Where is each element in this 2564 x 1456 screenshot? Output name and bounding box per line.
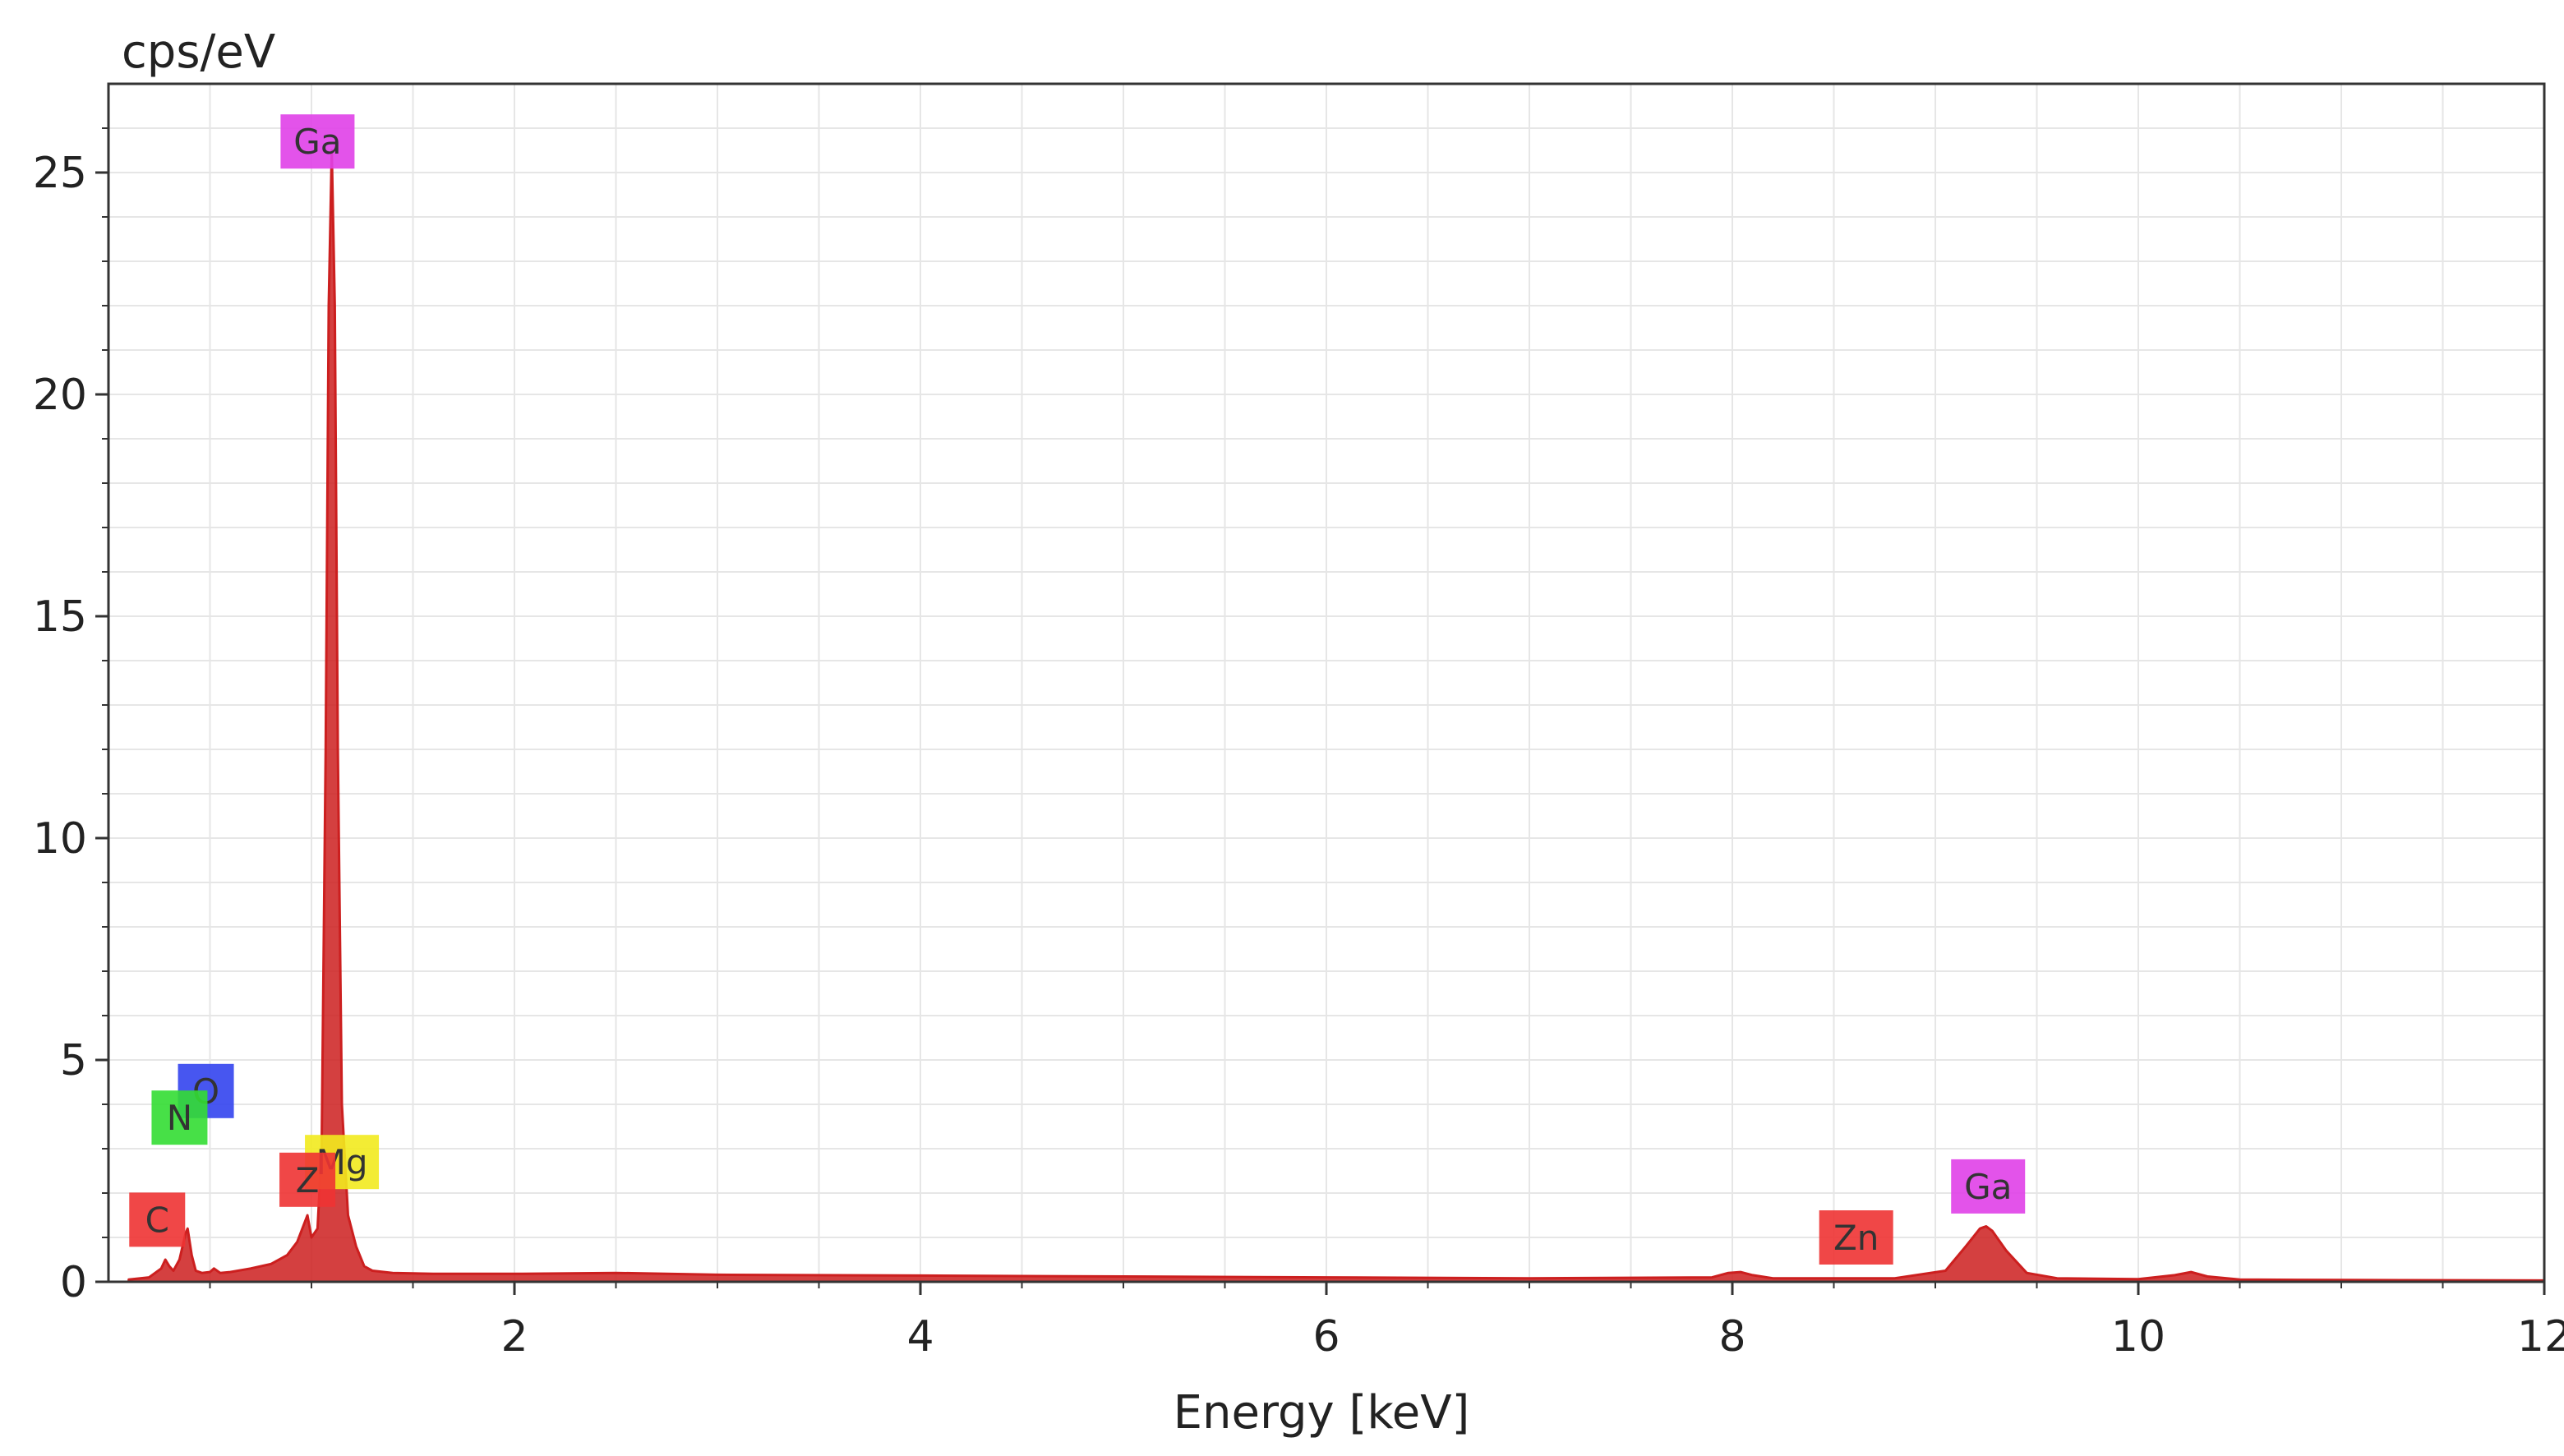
element-marker-label: C — [145, 1200, 169, 1240]
element-marker-label: Zn — [1833, 1218, 1879, 1258]
x-tick-label: 12 — [2517, 1312, 2564, 1362]
element-marker-c: C — [129, 1192, 186, 1247]
element-marker-ga: Ga — [280, 114, 355, 169]
y-tick-label: 0 — [60, 1258, 87, 1307]
spectrum-series-0 — [127, 149, 2546, 1283]
x-tick-label: 8 — [1718, 1312, 1745, 1362]
y-tick-label: 20 — [33, 371, 87, 420]
element-marker-layer: GaONMgZCGaZn — [129, 114, 2026, 1265]
element-marker-label: Ga — [293, 122, 341, 162]
element-marker-z: Z — [279, 1152, 336, 1207]
y-tick-label: 10 — [33, 814, 87, 864]
element-marker-label: N — [167, 1098, 192, 1138]
x-tick-label: 6 — [1312, 1312, 1340, 1362]
element-marker-box — [1951, 1159, 2026, 1214]
series-layer — [127, 149, 2546, 1283]
x-tick-label: 10 — [2111, 1312, 2165, 1362]
y-tick-label: 5 — [60, 1036, 87, 1085]
element-marker-ga: Ga — [1951, 1159, 2026, 1214]
element-marker-box — [129, 1192, 186, 1247]
element-marker-box — [279, 1152, 336, 1207]
x-tick-label: 2 — [500, 1312, 528, 1362]
axis-layer: 0 5 10 15 20 25 2 4 6 8 10 12 — [33, 82, 2564, 1362]
element-marker-zn: Zn — [1819, 1210, 1893, 1265]
x-axis-title: Energy [keV] — [1174, 1386, 1470, 1440]
y-tick-label: 25 — [33, 149, 87, 198]
element-marker-label: Ga — [1964, 1167, 2012, 1207]
element-marker-n: N — [151, 1090, 208, 1145]
element-marker-box — [151, 1090, 208, 1145]
element-marker-box — [1819, 1210, 1893, 1265]
grid-layer — [108, 84, 2544, 1282]
element-marker-box — [280, 114, 355, 169]
y-tick-label: 15 — [33, 592, 87, 642]
element-marker-label: Z — [296, 1160, 320, 1200]
x-tick-label: 4 — [906, 1312, 934, 1362]
y-axis-title: cps/eV — [122, 25, 275, 79]
